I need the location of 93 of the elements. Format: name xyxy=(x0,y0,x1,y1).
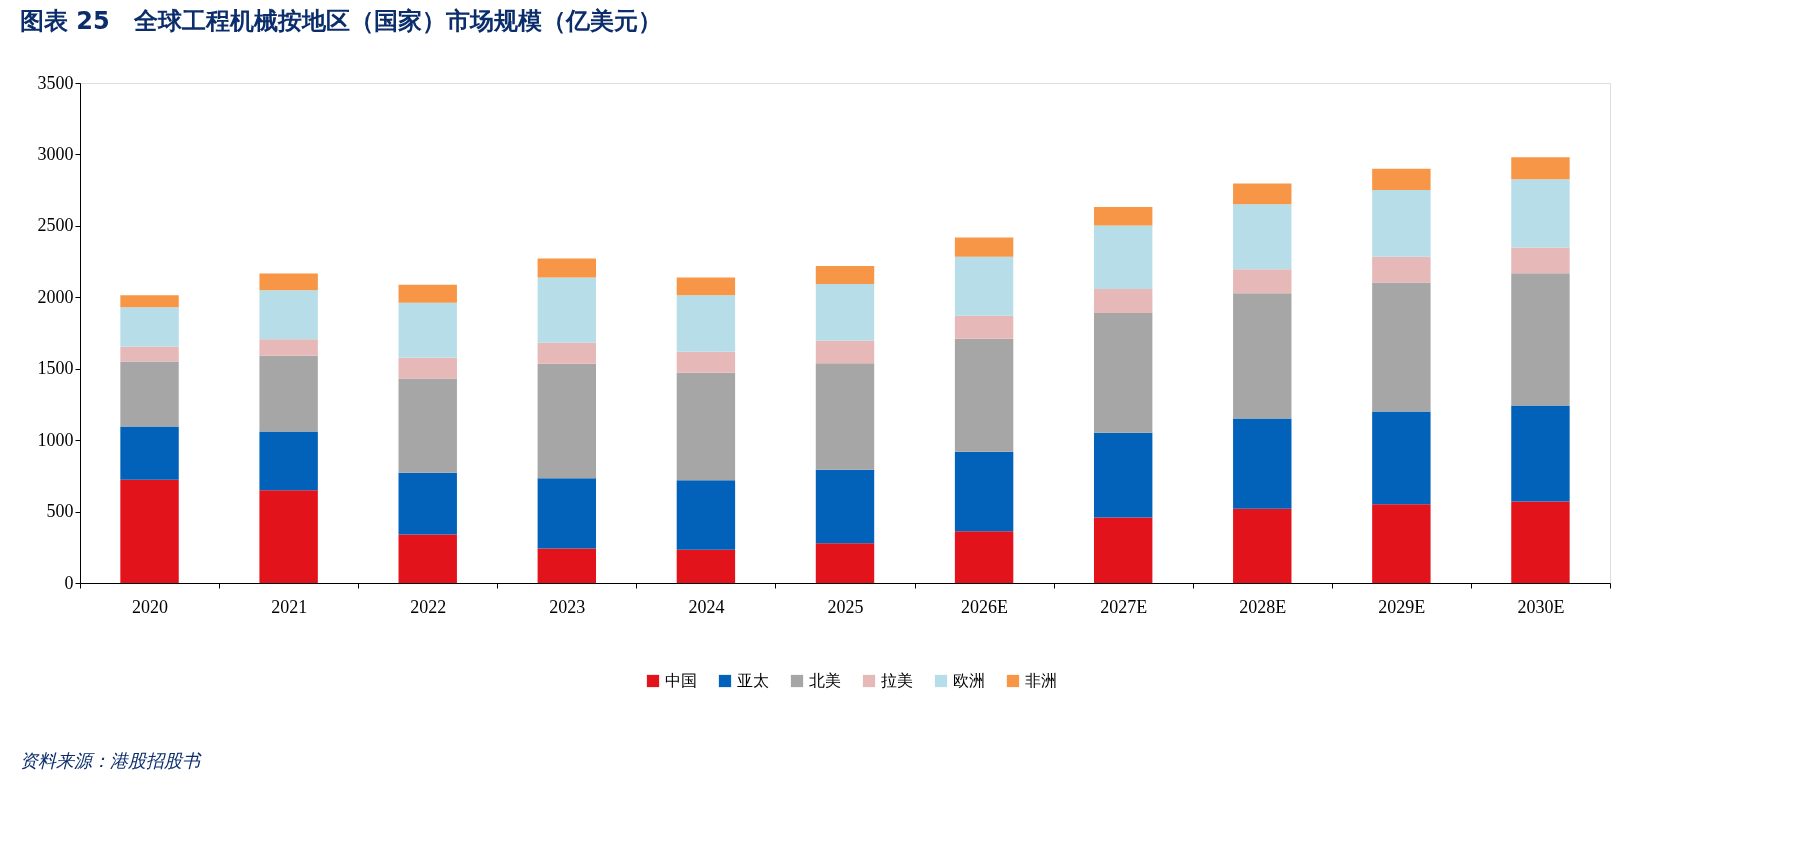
bar xyxy=(1233,418,1292,509)
x-tick-label: 2029E xyxy=(1378,596,1426,617)
bar xyxy=(1372,504,1431,583)
bar xyxy=(1511,405,1570,502)
bar xyxy=(1511,179,1570,248)
bar xyxy=(815,266,875,284)
bar xyxy=(1372,168,1431,190)
y-tick-label: 1500 xyxy=(37,358,74,379)
legend-label: 中国 xyxy=(665,671,697,690)
legend-label: 北美 xyxy=(809,671,841,690)
bar xyxy=(120,426,179,480)
bar xyxy=(676,480,736,550)
bar xyxy=(1233,204,1292,270)
x-tick-label: 2030E xyxy=(1517,596,1565,617)
bar xyxy=(537,277,597,343)
bar xyxy=(676,277,736,296)
bar xyxy=(259,490,318,583)
bar xyxy=(954,531,1014,583)
y-tick-label: 3500 xyxy=(37,72,74,93)
bar xyxy=(259,290,318,340)
bar xyxy=(676,372,736,481)
bar xyxy=(676,549,736,583)
bar xyxy=(1233,293,1292,419)
bar xyxy=(398,534,457,583)
bar xyxy=(1093,517,1153,583)
bar xyxy=(1511,501,1570,583)
bar xyxy=(1233,269,1292,294)
bar xyxy=(398,357,457,379)
x-tick-label: 2021 xyxy=(271,596,308,617)
bar xyxy=(1093,432,1153,518)
bar xyxy=(259,355,318,432)
bar xyxy=(1511,273,1570,406)
bar xyxy=(398,302,457,358)
bar xyxy=(537,478,597,549)
bar xyxy=(676,351,736,373)
y-tick-label: 0 xyxy=(64,572,74,593)
y-tick-label: 2500 xyxy=(37,215,74,236)
chart-title: 图表 25 全球工程机械按地区（国家）市场规模（亿美元） xyxy=(20,7,662,35)
legend-label: 拉美 xyxy=(881,671,913,690)
bar xyxy=(1372,256,1431,283)
x-tick-label: 2022 xyxy=(410,596,447,617)
bar xyxy=(815,340,875,364)
x-tick-label: 2024 xyxy=(688,596,725,617)
legend-label: 亚太 xyxy=(737,671,769,690)
x-tick-label: 2026E xyxy=(961,596,1009,617)
bar xyxy=(1093,225,1153,289)
bar xyxy=(676,295,736,352)
bar xyxy=(1093,289,1153,313)
y-tick-label: 3000 xyxy=(37,143,74,164)
text: 资料来源：港股招股书 xyxy=(20,750,202,771)
bar xyxy=(537,342,597,364)
bar xyxy=(537,258,597,278)
bar xyxy=(1233,183,1292,205)
bar xyxy=(120,295,179,308)
bar xyxy=(1093,207,1153,226)
bar xyxy=(1511,157,1570,180)
bar xyxy=(398,472,457,535)
y-tick-label: 2000 xyxy=(37,286,74,307)
x-tick-label: 2025 xyxy=(827,596,864,617)
x-tick-label: 2027E xyxy=(1100,596,1148,617)
x-tick-label: 2028E xyxy=(1239,596,1287,617)
y-tick-label: 1000 xyxy=(37,429,74,450)
bar xyxy=(954,237,1014,257)
bar xyxy=(120,479,179,583)
bar xyxy=(1093,313,1153,433)
bar xyxy=(1372,282,1431,412)
bar xyxy=(1233,508,1292,583)
bar xyxy=(120,346,179,362)
y-tick-label: 500 xyxy=(46,501,74,522)
bar xyxy=(815,469,875,544)
bar xyxy=(954,338,1014,452)
bar xyxy=(120,361,179,427)
bar xyxy=(120,307,179,347)
legend-label: 非洲 xyxy=(1025,671,1057,690)
bar xyxy=(1372,190,1431,257)
bar xyxy=(259,431,318,491)
x-tick-label: 2020 xyxy=(132,596,169,617)
bar xyxy=(537,548,597,583)
bar xyxy=(398,378,457,473)
bar xyxy=(815,284,875,341)
bar xyxy=(954,315,1014,339)
legend-label: 欧洲 xyxy=(953,671,985,690)
bar xyxy=(259,273,318,291)
bar xyxy=(954,256,1014,316)
bar xyxy=(537,363,597,479)
bar xyxy=(259,339,318,356)
bar xyxy=(398,284,457,303)
bar xyxy=(1372,411,1431,505)
bar xyxy=(954,451,1014,532)
bar xyxy=(815,363,875,470)
x-tick-label: 2023 xyxy=(549,596,586,617)
bar xyxy=(1511,247,1570,274)
bar xyxy=(815,543,875,583)
